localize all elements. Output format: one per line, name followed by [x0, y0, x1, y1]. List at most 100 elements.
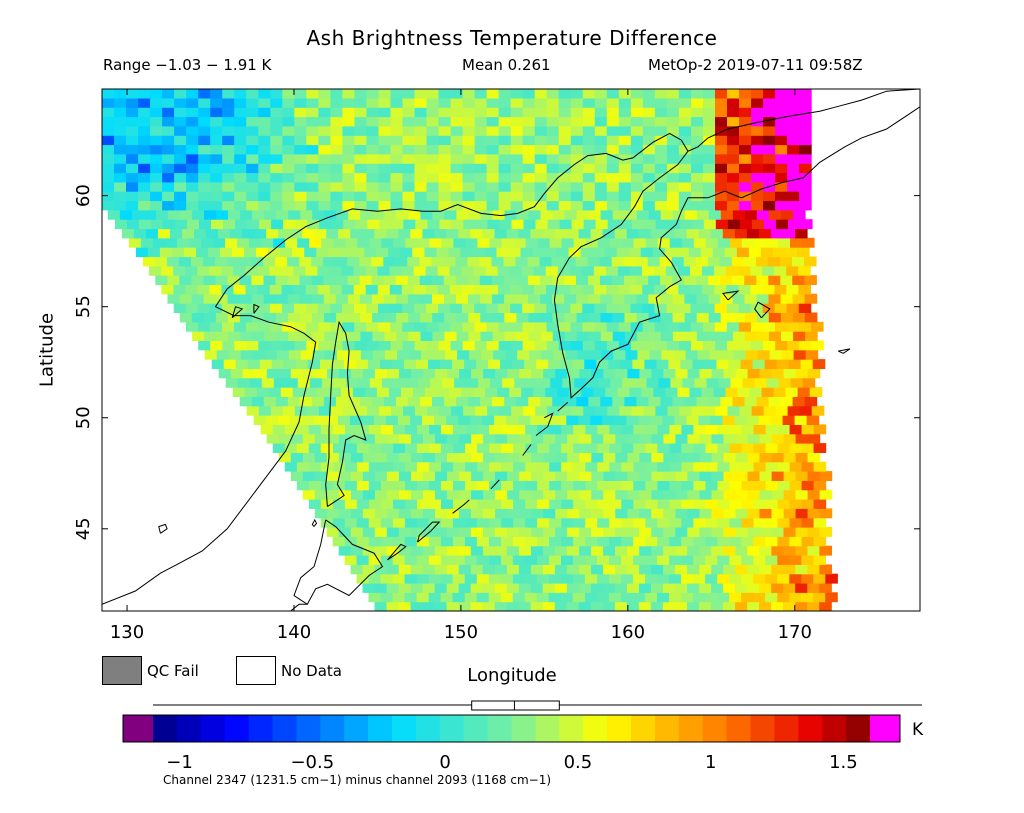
btd-cell — [317, 303, 331, 313]
btd-cell — [486, 163, 500, 174]
btd-cell — [663, 527, 676, 537]
btd-cell — [154, 256, 168, 267]
btd-cell — [597, 499, 610, 509]
btd-cell — [775, 144, 788, 155]
btd-cell — [762, 321, 776, 332]
btd-cell — [801, 480, 815, 491]
btd-cell — [606, 116, 620, 127]
btd-cell — [482, 415, 495, 425]
btd-cell — [422, 545, 436, 556]
btd-cell — [380, 461, 394, 472]
btd-cell — [306, 144, 319, 155]
colorbar-segment — [702, 715, 728, 742]
btd-cell — [377, 284, 391, 295]
btd-cell — [246, 200, 259, 211]
colorbar-segment — [822, 715, 847, 742]
btd-cell — [775, 200, 788, 211]
btd-cell — [402, 144, 416, 155]
satellite-time-text: MetOp-2 2019-07-11 09:58Z — [648, 56, 863, 74]
btd-cell — [701, 387, 715, 397]
btd-cell — [264, 331, 277, 341]
btd-cell — [742, 377, 756, 388]
y-tick-label: 60 — [73, 184, 94, 207]
btd-cell — [557, 387, 570, 397]
btd-cell — [691, 340, 704, 351]
btd-cell — [356, 573, 370, 584]
btd-cell — [729, 480, 743, 491]
btd-cell — [765, 517, 779, 528]
btd-cell — [687, 583, 700, 593]
btd-cell — [464, 555, 478, 565]
btd-cell — [204, 349, 218, 360]
btd-cell — [374, 471, 388, 481]
btd-cell — [672, 275, 685, 285]
btd-cell — [374, 564, 388, 575]
btd-cell — [198, 116, 211, 127]
btd-cell — [222, 181, 235, 192]
btd-cell — [288, 349, 302, 360]
btd-cell — [338, 228, 351, 239]
btd-cell — [639, 583, 652, 593]
btd-cell — [446, 415, 459, 425]
btd-cell — [507, 368, 520, 379]
btd-cell — [717, 461, 731, 472]
btd-cell — [326, 433, 340, 444]
btd-cell — [311, 396, 325, 407]
btd-cell — [368, 461, 382, 472]
btd-cell — [447, 452, 460, 463]
btd-cell — [751, 340, 764, 351]
btd-cell — [522, 191, 536, 202]
btd-cell — [366, 153, 379, 164]
btd-cell — [150, 135, 163, 146]
btd-cell — [282, 340, 295, 351]
btd-cell — [342, 200, 355, 211]
btd-cell — [408, 396, 421, 407]
btd-cell — [501, 424, 514, 435]
btd-cell — [787, 163, 800, 174]
btd-cell — [211, 219, 224, 230]
btd-cell — [558, 107, 572, 118]
btd-cell — [374, 583, 388, 593]
btd-cell — [636, 312, 650, 323]
btd-cell — [150, 153, 163, 164]
btd-cell — [174, 191, 187, 202]
btd-cell — [114, 191, 127, 202]
btd-cell — [801, 573, 814, 584]
btd-cell — [173, 303, 187, 313]
btd-cell — [492, 396, 505, 407]
btd-cell — [708, 331, 722, 341]
btd-cell — [600, 331, 614, 341]
btd-cell — [321, 237, 334, 248]
btd-cell — [422, 601, 436, 611]
btd-cell — [383, 256, 396, 267]
btd-cell — [741, 536, 754, 547]
btd-cell — [799, 125, 812, 136]
btd-cell — [536, 573, 550, 584]
colorbar-segment — [392, 715, 417, 742]
btd-cell — [825, 592, 838, 603]
btd-cell — [777, 517, 791, 528]
btd-cell — [414, 321, 427, 332]
btd-cell — [746, 228, 760, 239]
btd-cell — [639, 368, 652, 379]
btd-cell — [787, 107, 800, 118]
btd-cell — [789, 517, 803, 528]
btd-cell — [582, 340, 596, 351]
btd-cell — [727, 116, 740, 127]
btd-cell — [555, 489, 568, 500]
btd-cell — [452, 359, 465, 369]
btd-cell — [528, 331, 542, 341]
btd-cell — [618, 89, 632, 99]
btd-cell — [681, 480, 694, 491]
btd-cell — [759, 545, 772, 556]
btd-cell — [258, 144, 271, 155]
btd-cell — [689, 387, 703, 397]
btd-cell — [534, 172, 548, 183]
btd-cell — [741, 573, 754, 584]
btd-cell — [525, 424, 538, 435]
btd-cell — [287, 275, 301, 285]
btd-cell — [347, 256, 360, 267]
btd-cell — [793, 349, 807, 360]
btd-cell — [582, 284, 595, 295]
btd-cell — [537, 536, 550, 547]
